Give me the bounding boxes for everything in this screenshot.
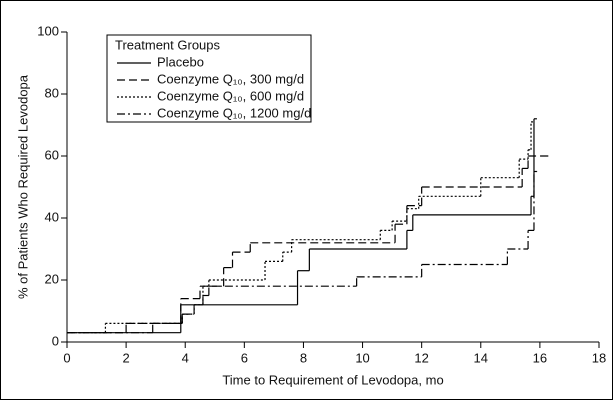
x-tick-label: 8 [300, 350, 307, 365]
y-tick-label: 100 [37, 23, 59, 38]
legend-box [106, 34, 312, 123]
x-axis-label: Time to Requirement of Levodopa, mo [222, 372, 443, 387]
y-axis-label: % of Patients Who Required Levodopa [15, 74, 30, 299]
x-tick-label: 4 [182, 350, 189, 365]
legend-label: Coenzyme Q₁₀, 600 mg/d [157, 88, 304, 103]
y-tick-label: 0 [52, 333, 59, 348]
x-tick-label: 2 [122, 350, 129, 365]
legend-label: Placebo [157, 54, 204, 69]
x-tick-label: 14 [474, 350, 488, 365]
x-tick-label: 0 [63, 350, 70, 365]
x-tick-label: 16 [533, 350, 547, 365]
x-tick-label: 6 [241, 350, 248, 365]
legend-label: Coenzyme Q₁₀, 1200 mg/d [157, 105, 311, 120]
x-tick-label: 18 [592, 350, 606, 365]
legend-title: Treatment Groups [115, 37, 221, 52]
x-tick-label: 12 [414, 350, 428, 365]
y-tick-label: 60 [45, 147, 59, 162]
y-tick-label: 80 [45, 85, 59, 100]
y-tick-label: 20 [45, 271, 59, 286]
legend-label: Coenzyme Q₁₀, 300 mg/d [157, 71, 304, 86]
y-tick-label: 40 [45, 209, 59, 224]
x-tick-label: 10 [355, 350, 369, 365]
